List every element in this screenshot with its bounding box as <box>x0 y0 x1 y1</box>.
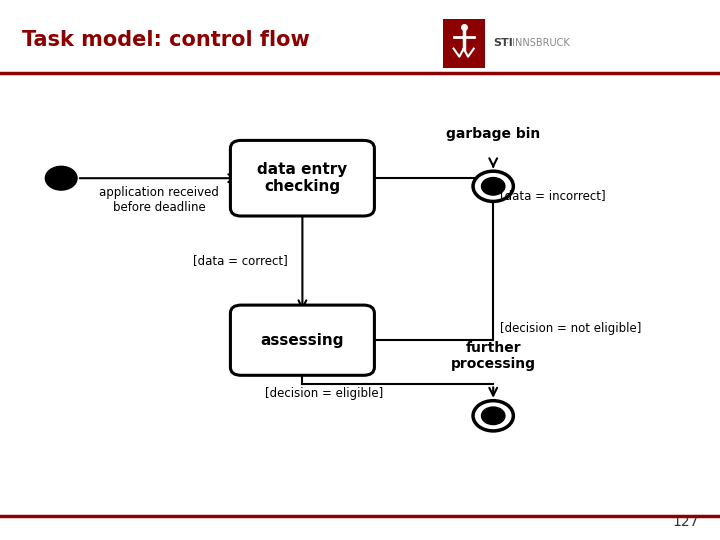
Text: · INNSBRUCK: · INNSBRUCK <box>506 38 570 48</box>
Text: [decision = not eligible]: [decision = not eligible] <box>500 322 642 335</box>
Circle shape <box>482 178 505 195</box>
Text: Task model: control flow: Task model: control flow <box>22 30 310 51</box>
Text: [decision = eligible]: [decision = eligible] <box>265 387 383 400</box>
Text: STI: STI <box>493 38 513 48</box>
Text: further
processing: further processing <box>451 341 536 371</box>
Text: [data = incorrect]: [data = incorrect] <box>500 189 606 202</box>
Circle shape <box>45 166 77 190</box>
Circle shape <box>473 401 513 431</box>
Circle shape <box>482 407 505 424</box>
FancyBboxPatch shape <box>443 19 485 68</box>
Text: assessing: assessing <box>261 333 344 348</box>
Text: data entry
checking: data entry checking <box>257 162 348 194</box>
Text: garbage bin: garbage bin <box>446 127 540 141</box>
FancyBboxPatch shape <box>230 140 374 216</box>
FancyBboxPatch shape <box>230 305 374 375</box>
Text: 127: 127 <box>672 515 698 529</box>
Circle shape <box>473 171 513 201</box>
Text: application received
before deadline: application received before deadline <box>99 186 219 214</box>
Text: [data = correct]: [data = correct] <box>193 254 288 267</box>
